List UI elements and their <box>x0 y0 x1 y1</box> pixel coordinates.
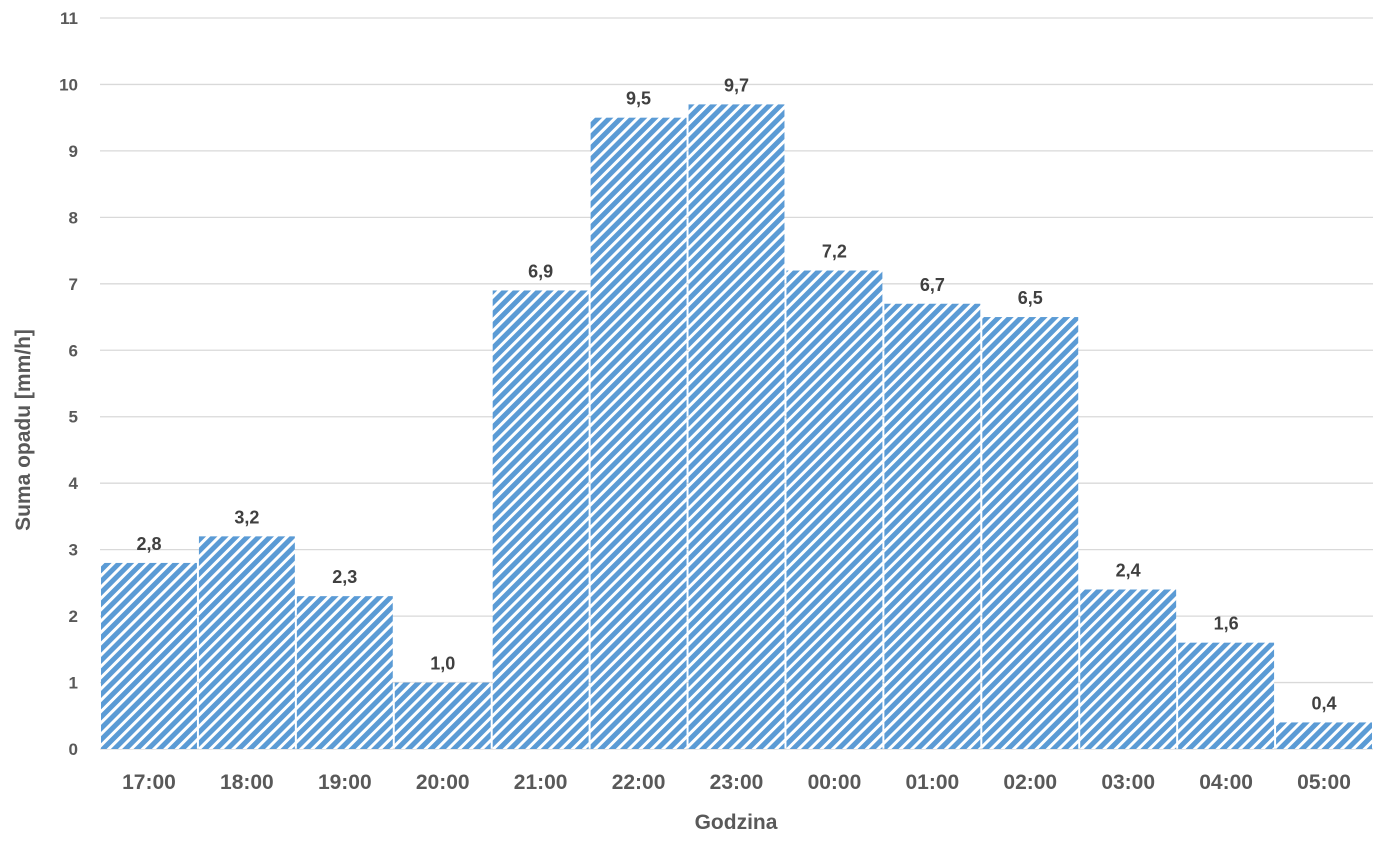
x-tick-label: 01:00 <box>905 771 959 794</box>
x-tick-label: 00:00 <box>808 771 862 794</box>
x-tick-label: 03:00 <box>1101 771 1155 794</box>
data-label: 6,9 <box>528 261 553 281</box>
x-axis-ticks: 17:00 18:00 19:00 20:00 21:00 22:00 23:00 00:00… <box>122 771 1351 794</box>
data-label: 3,2 <box>234 507 259 527</box>
bars <box>101 104 1372 749</box>
y-tick-label: 5 <box>69 408 78 427</box>
bar <box>688 104 785 749</box>
bar <box>884 303 981 749</box>
data-label: 6,7 <box>920 275 945 295</box>
bar <box>394 682 491 749</box>
bar <box>198 536 295 749</box>
y-tick-label: 2 <box>69 607 78 626</box>
bar <box>1276 722 1372 749</box>
y-tick-label: 8 <box>69 208 78 227</box>
y-tick-label: 9 <box>69 142 78 161</box>
data-labels: 2,8 3,2 2,3 1,0 6,9 9,5 9,7 7,2 6,7 6,5 2,4 1,6 0,4 <box>136 75 1336 713</box>
bar <box>492 290 589 749</box>
x-tick-label: 21:00 <box>514 771 568 794</box>
data-label: 2,3 <box>332 567 357 587</box>
data-label: 9,7 <box>724 75 749 95</box>
x-tick-label: 02:00 <box>1003 771 1057 794</box>
x-tick-label: 22:00 <box>612 771 666 794</box>
x-tick-label: 05:00 <box>1297 771 1351 794</box>
y-tick-label: 6 <box>69 341 78 360</box>
y-tick-label: 11 <box>60 9 78 28</box>
x-axis-title: Godzina <box>695 811 778 834</box>
bar <box>1080 589 1177 749</box>
x-tick-label: 20:00 <box>416 771 470 794</box>
y-tick-label: 0 <box>69 740 78 759</box>
y-tick-label: 1 <box>69 674 78 693</box>
bar <box>101 562 197 749</box>
bar <box>296 596 393 749</box>
data-label: 1,6 <box>1214 614 1239 634</box>
bar <box>982 317 1079 749</box>
data-label: 1,0 <box>430 654 455 674</box>
y-tick-label: 3 <box>69 541 78 560</box>
data-label: 2,8 <box>136 534 161 554</box>
x-tick-label: 19:00 <box>318 771 372 794</box>
y-tick-label: 10 <box>59 75 78 94</box>
data-label: 6,5 <box>1018 288 1043 308</box>
x-tick-label: 23:00 <box>710 771 764 794</box>
data-label: 9,5 <box>626 89 651 109</box>
data-label: 2,4 <box>1116 561 1141 581</box>
y-tick-label: 7 <box>69 275 78 294</box>
x-tick-label: 18:00 <box>220 771 274 794</box>
bar <box>590 117 687 749</box>
y-axis-title: Suma opadu [mm/h] <box>12 329 35 531</box>
data-label: 0,4 <box>1312 693 1337 713</box>
y-tick-label: 4 <box>69 474 79 493</box>
data-label: 7,2 <box>822 242 847 262</box>
bar <box>786 270 883 749</box>
y-axis-ticks: 0 1 2 3 4 5 6 7 8 9 10 11 <box>59 9 78 759</box>
bar <box>1178 642 1275 749</box>
x-tick-label: 04:00 <box>1199 771 1253 794</box>
x-tick-label: 17:00 <box>122 771 176 794</box>
